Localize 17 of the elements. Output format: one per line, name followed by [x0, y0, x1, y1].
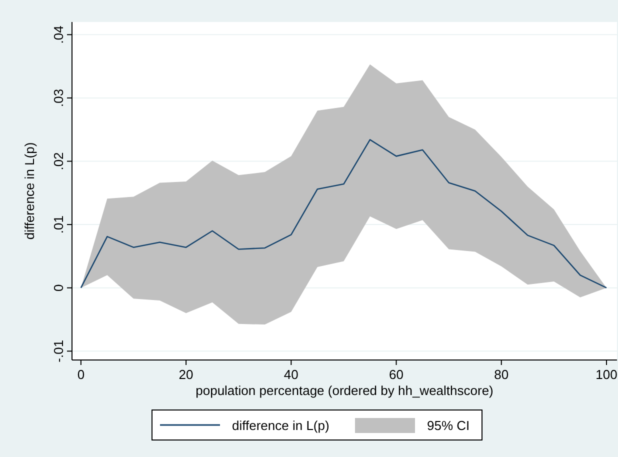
y-tick-label: .03 [51, 88, 66, 107]
y-tick-label: .04 [51, 26, 66, 44]
x-tick-label: 20 [178, 367, 194, 382]
legend-label: difference in L(p) [232, 418, 330, 433]
x-tick-label: 100 [596, 367, 618, 382]
y-tick-label: .01 [51, 216, 66, 234]
y-tick-label: -.01 [51, 340, 66, 362]
x-tick-label: 40 [284, 367, 298, 382]
y-axis-title: difference in L(p) [22, 142, 37, 240]
x-axis-title: population percentage (ordered by hh_wealthscore) [196, 383, 494, 398]
x-tick-label: 0 [77, 367, 85, 382]
x-tick-label: 60 [389, 367, 404, 382]
y-tick-label: 0 [51, 284, 66, 292]
line-series [80, 139, 608, 288]
x-tick-label: 80 [494, 367, 509, 382]
y-tick-label: .02 [51, 152, 66, 170]
text: 95% CI [427, 418, 470, 433]
